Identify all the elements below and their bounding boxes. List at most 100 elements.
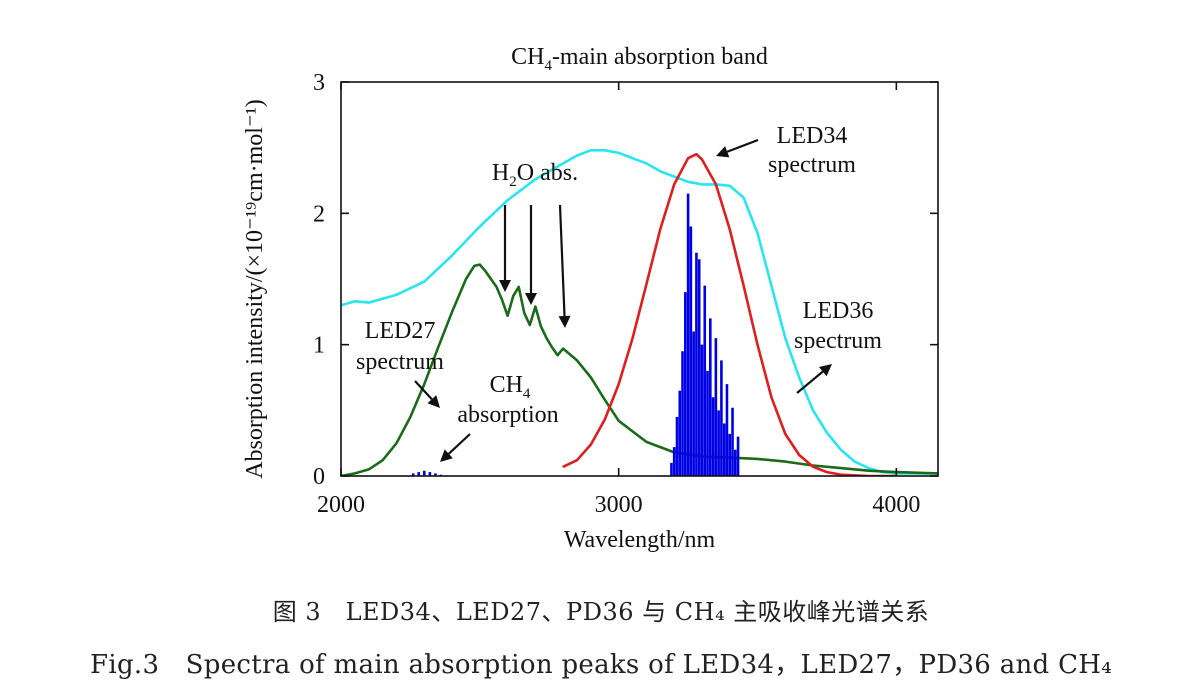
data-point — [451, 254, 453, 257]
series-led34-spectrum — [562, 152, 898, 476]
data-point — [490, 278, 492, 280]
data-point — [423, 383, 426, 385]
arrow-h2o-2 — [525, 205, 537, 305]
data-point — [784, 337, 787, 339]
annotation-ch4-line1: CH4 — [490, 372, 531, 402]
chart-figure: CH4-main absorption band 2000 3000 4000 0 1 2 3… — [242, 44, 939, 553]
data-point — [576, 359, 578, 362]
data-point — [867, 469, 870, 472]
data-point — [687, 157, 689, 159]
annotation-led34-line2: spectrum — [768, 152, 856, 178]
data-point — [728, 228, 731, 230]
plot-frame — [340, 81, 939, 477]
arrow-led34 — [716, 138, 759, 158]
data-point — [867, 467, 870, 469]
figure-caption-chinese: 图 3 LED34、LED27、PD36 与 CH₄ 主吸收峰光谱关系 — [272, 598, 930, 626]
data-point — [576, 459, 578, 462]
data-point — [798, 376, 800, 379]
data-point — [784, 433, 787, 435]
data-point — [479, 263, 481, 266]
data-point — [701, 183, 703, 186]
data-point — [673, 183, 676, 186]
y-tick-label: 2 — [313, 201, 325, 227]
data-point — [529, 324, 531, 326]
data-point — [495, 286, 498, 288]
data-point — [562, 347, 564, 350]
series-line — [562, 152, 897, 476]
data-point — [645, 162, 648, 165]
y-tick-label: 3 — [313, 70, 325, 96]
annotation-led27-line2: spectrum — [356, 349, 444, 375]
data-point — [673, 175, 676, 178]
data-point — [756, 343, 759, 346]
data-point — [534, 305, 537, 308]
arrow-h2o-1 — [499, 205, 511, 292]
arrow-led27 — [414, 380, 440, 408]
data-point — [728, 184, 731, 187]
data-point — [742, 196, 745, 199]
data-point — [840, 473, 842, 476]
data-point — [631, 157, 634, 159]
data-point — [590, 149, 592, 152]
data-point — [501, 299, 503, 301]
data-point — [551, 346, 553, 349]
data-point — [523, 312, 526, 314]
data-point — [423, 280, 426, 283]
data-point — [562, 466, 564, 468]
annotation-ch4-line2: absorption — [457, 402, 558, 428]
data-point — [770, 396, 773, 399]
data-point — [556, 354, 559, 356]
data-point — [540, 325, 542, 328]
data-point — [534, 178, 537, 180]
annotation-led34-line1: LED34 — [777, 123, 848, 149]
y-tick-label: 0 — [313, 464, 325, 490]
data-point — [354, 300, 356, 303]
data-point — [576, 154, 578, 157]
data-point — [812, 409, 814, 412]
data-point — [659, 228, 662, 230]
data-point — [506, 199, 509, 201]
annotation-h2o: H2O abs. — [492, 160, 578, 190]
data-point — [756, 232, 759, 234]
data-point — [695, 153, 698, 156]
data-point — [840, 448, 842, 451]
data-point — [590, 443, 592, 446]
data-point — [473, 265, 476, 267]
data-point — [798, 454, 800, 456]
data-point — [645, 441, 648, 443]
data-point — [659, 170, 662, 173]
data-point — [617, 383, 620, 385]
data-point — [826, 471, 828, 473]
data-point — [812, 466, 814, 468]
data-point — [545, 337, 548, 339]
data-point — [512, 295, 514, 297]
data-point — [687, 181, 689, 183]
data-point — [562, 162, 564, 165]
data-point — [367, 468, 370, 471]
data-point — [840, 467, 842, 469]
chart-title: CH4-main absorption band — [511, 44, 768, 74]
data-point — [742, 284, 745, 287]
data-point — [603, 399, 606, 401]
arrow-led36 — [796, 364, 832, 394]
data-point — [409, 416, 412, 418]
data-point — [367, 301, 370, 304]
data-point — [603, 418, 606, 421]
arrow-ch4 — [440, 433, 471, 462]
x-tick-label: 2000 — [317, 492, 365, 518]
figure-caption-english: Fig.3 Spectra of main absorption peaks o… — [90, 650, 1112, 680]
annotation-led27-line1: LED27 — [365, 318, 436, 344]
data-point — [395, 442, 398, 444]
arrow-h2o-3 — [558, 204, 571, 328]
data-point — [784, 460, 787, 463]
series-ch4-absorption — [411, 193, 740, 476]
data-point — [701, 158, 703, 161]
data-point — [770, 284, 773, 287]
data-point — [437, 346, 439, 349]
data-point — [631, 337, 634, 339]
data-point — [354, 472, 356, 475]
x-tick-label: 3000 — [595, 492, 643, 518]
data-point — [826, 431, 828, 434]
data-point — [603, 149, 606, 152]
x-axis-label: Wavelength/nm — [564, 527, 716, 553]
